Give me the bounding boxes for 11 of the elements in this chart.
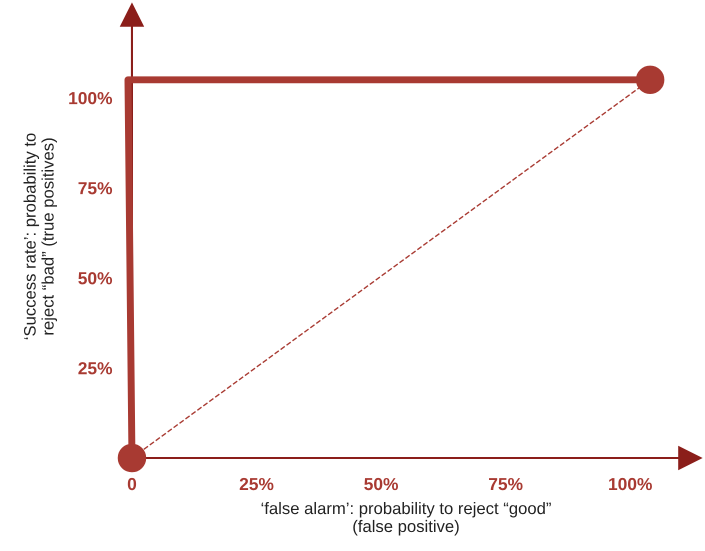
y-tick-label: 50% [78, 272, 112, 284]
x-tick-label: 50% [364, 478, 398, 490]
x-tick-label: 0 [128, 478, 136, 490]
y-tick-label: 100% [69, 92, 112, 104]
y-tick-label: 25% [78, 362, 112, 374]
x-tick-label: 100% [609, 478, 652, 490]
y-axis-title: ‘Success rate’: probability to reject “bad” (true positives) [24, 133, 58, 340]
x-tick-label: 75% [489, 478, 523, 490]
x-tick-label: 25% [240, 478, 274, 490]
y-tick-label: 75% [78, 182, 112, 194]
x-axis-title: ‘false alarm’: probability to reject “good” (false positive) [262, 502, 551, 536]
